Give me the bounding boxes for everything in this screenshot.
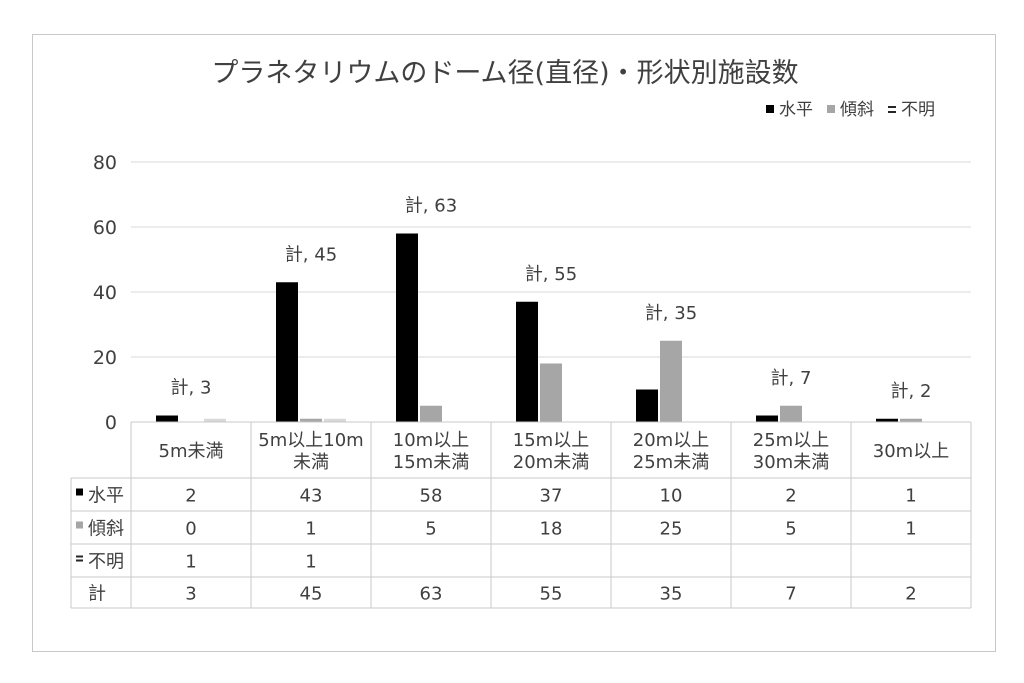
bar-不明 — [204, 418, 226, 422]
data-table: 5m未満5m以上10m未満10m以上15m未満15m以上20m未満20m以上25… — [70, 421, 972, 609]
total-annotation: 計, 35 — [645, 303, 697, 324]
total-annotation: 計, 63 — [405, 196, 457, 217]
row-swatch-不明 — [76, 555, 83, 558]
y-tick-label: 20 — [93, 347, 117, 369]
cell-value: 2 — [185, 486, 196, 507]
bar-水平 — [636, 389, 658, 422]
category-label: 5m以上10m — [258, 430, 363, 451]
cell-value: 2 — [785, 486, 796, 507]
total-value: 2 — [905, 584, 916, 605]
cell-value: 1 — [185, 552, 196, 573]
cell-value: 5 — [425, 519, 436, 540]
chart-title: プラネタリウムのドーム径(直径)・形状別施設数 — [211, 58, 798, 89]
chart-frame — [32, 34, 996, 652]
row-label-不明: 不明 — [88, 552, 124, 573]
category-label: 10m以上 — [393, 430, 469, 451]
bar-水平 — [756, 415, 778, 422]
bar-傾斜 — [780, 405, 802, 422]
category-label: 未満 — [293, 452, 329, 473]
total-annotation: 計, 3 — [171, 378, 212, 399]
bar-不明 — [324, 418, 346, 422]
total-annotation: 計, 45 — [285, 244, 337, 265]
total-value: 55 — [540, 584, 563, 605]
category-label: 30m未満 — [753, 452, 829, 473]
bar-水平 — [516, 301, 538, 422]
cell-value: 25 — [660, 519, 683, 540]
legend-swatch-不明 — [888, 111, 896, 113]
cell-value: 0 — [185, 519, 196, 540]
row-swatch-不明 — [76, 559, 83, 562]
y-tick-label: 80 — [93, 152, 117, 174]
bar-傾斜 — [420, 405, 442, 422]
total-annotations: 計, 3 計, 45 計, 63 計, 55 計, 35 計, 7 計, 2 — [171, 196, 932, 402]
row-label-水平: 水平 — [88, 486, 124, 507]
bar-水平 — [156, 415, 178, 422]
legend-label-傾斜: 傾斜 — [840, 100, 874, 120]
cell-value: 1 — [305, 519, 316, 540]
total-value: 45 — [300, 584, 323, 605]
y-tick-label: 60 — [93, 217, 117, 239]
legend: 水平 傾斜 不明 — [766, 100, 935, 120]
bar-水平 — [396, 233, 418, 422]
total-value: 35 — [660, 584, 683, 605]
cell-value: 5 — [785, 519, 796, 540]
legend-label-不明: 不明 — [901, 100, 935, 120]
category-label: 20m以上 — [633, 430, 709, 451]
cell-value: 10 — [660, 486, 683, 507]
total-value: 3 — [185, 584, 196, 605]
category-label: 15m未満 — [393, 452, 469, 473]
category-label: 5m未満 — [159, 441, 224, 462]
total-annotation: 計, 7 — [771, 368, 812, 389]
total-annotation: 計, 55 — [525, 264, 577, 285]
row-swatch-水平 — [76, 488, 83, 496]
total-annotation: 計, 2 — [891, 381, 932, 402]
cell-value: 1 — [905, 519, 916, 540]
bar-水平 — [876, 418, 898, 422]
row-label-total: 計 — [88, 584, 106, 605]
cell-value: 58 — [420, 486, 443, 507]
bar-傾斜 — [900, 418, 922, 422]
category-label: 20m未満 — [513, 452, 589, 473]
total-value: 7 — [785, 584, 796, 605]
legend-swatch-不明 — [888, 106, 896, 108]
y-axis: 0 20 40 60 80 — [93, 152, 117, 434]
category-label: 15m以上 — [513, 430, 589, 451]
y-tick-label: 0 — [105, 412, 117, 434]
cell-value: 18 — [540, 519, 563, 540]
legend-label-水平: 水平 — [779, 100, 813, 120]
cell-value: 37 — [540, 486, 563, 507]
category-label: 30m以上 — [873, 441, 949, 462]
bar-傾斜 — [660, 340, 682, 422]
row-label-傾斜: 傾斜 — [88, 519, 124, 540]
category-label: 25m以上 — [753, 430, 829, 451]
row-swatch-傾斜 — [76, 521, 83, 529]
bars — [156, 233, 922, 422]
legend-swatch-傾斜 — [827, 105, 835, 113]
cell-value: 1 — [905, 486, 916, 507]
cell-value: 1 — [305, 552, 316, 573]
legend-swatch-水平 — [766, 105, 774, 113]
bar-傾斜 — [300, 418, 322, 422]
total-value: 63 — [420, 584, 443, 605]
bar-傾斜 — [540, 363, 562, 422]
bar-水平 — [276, 282, 298, 422]
y-tick-label: 40 — [93, 282, 117, 304]
cell-value: 43 — [300, 486, 323, 507]
category-label: 25m未満 — [633, 452, 709, 473]
